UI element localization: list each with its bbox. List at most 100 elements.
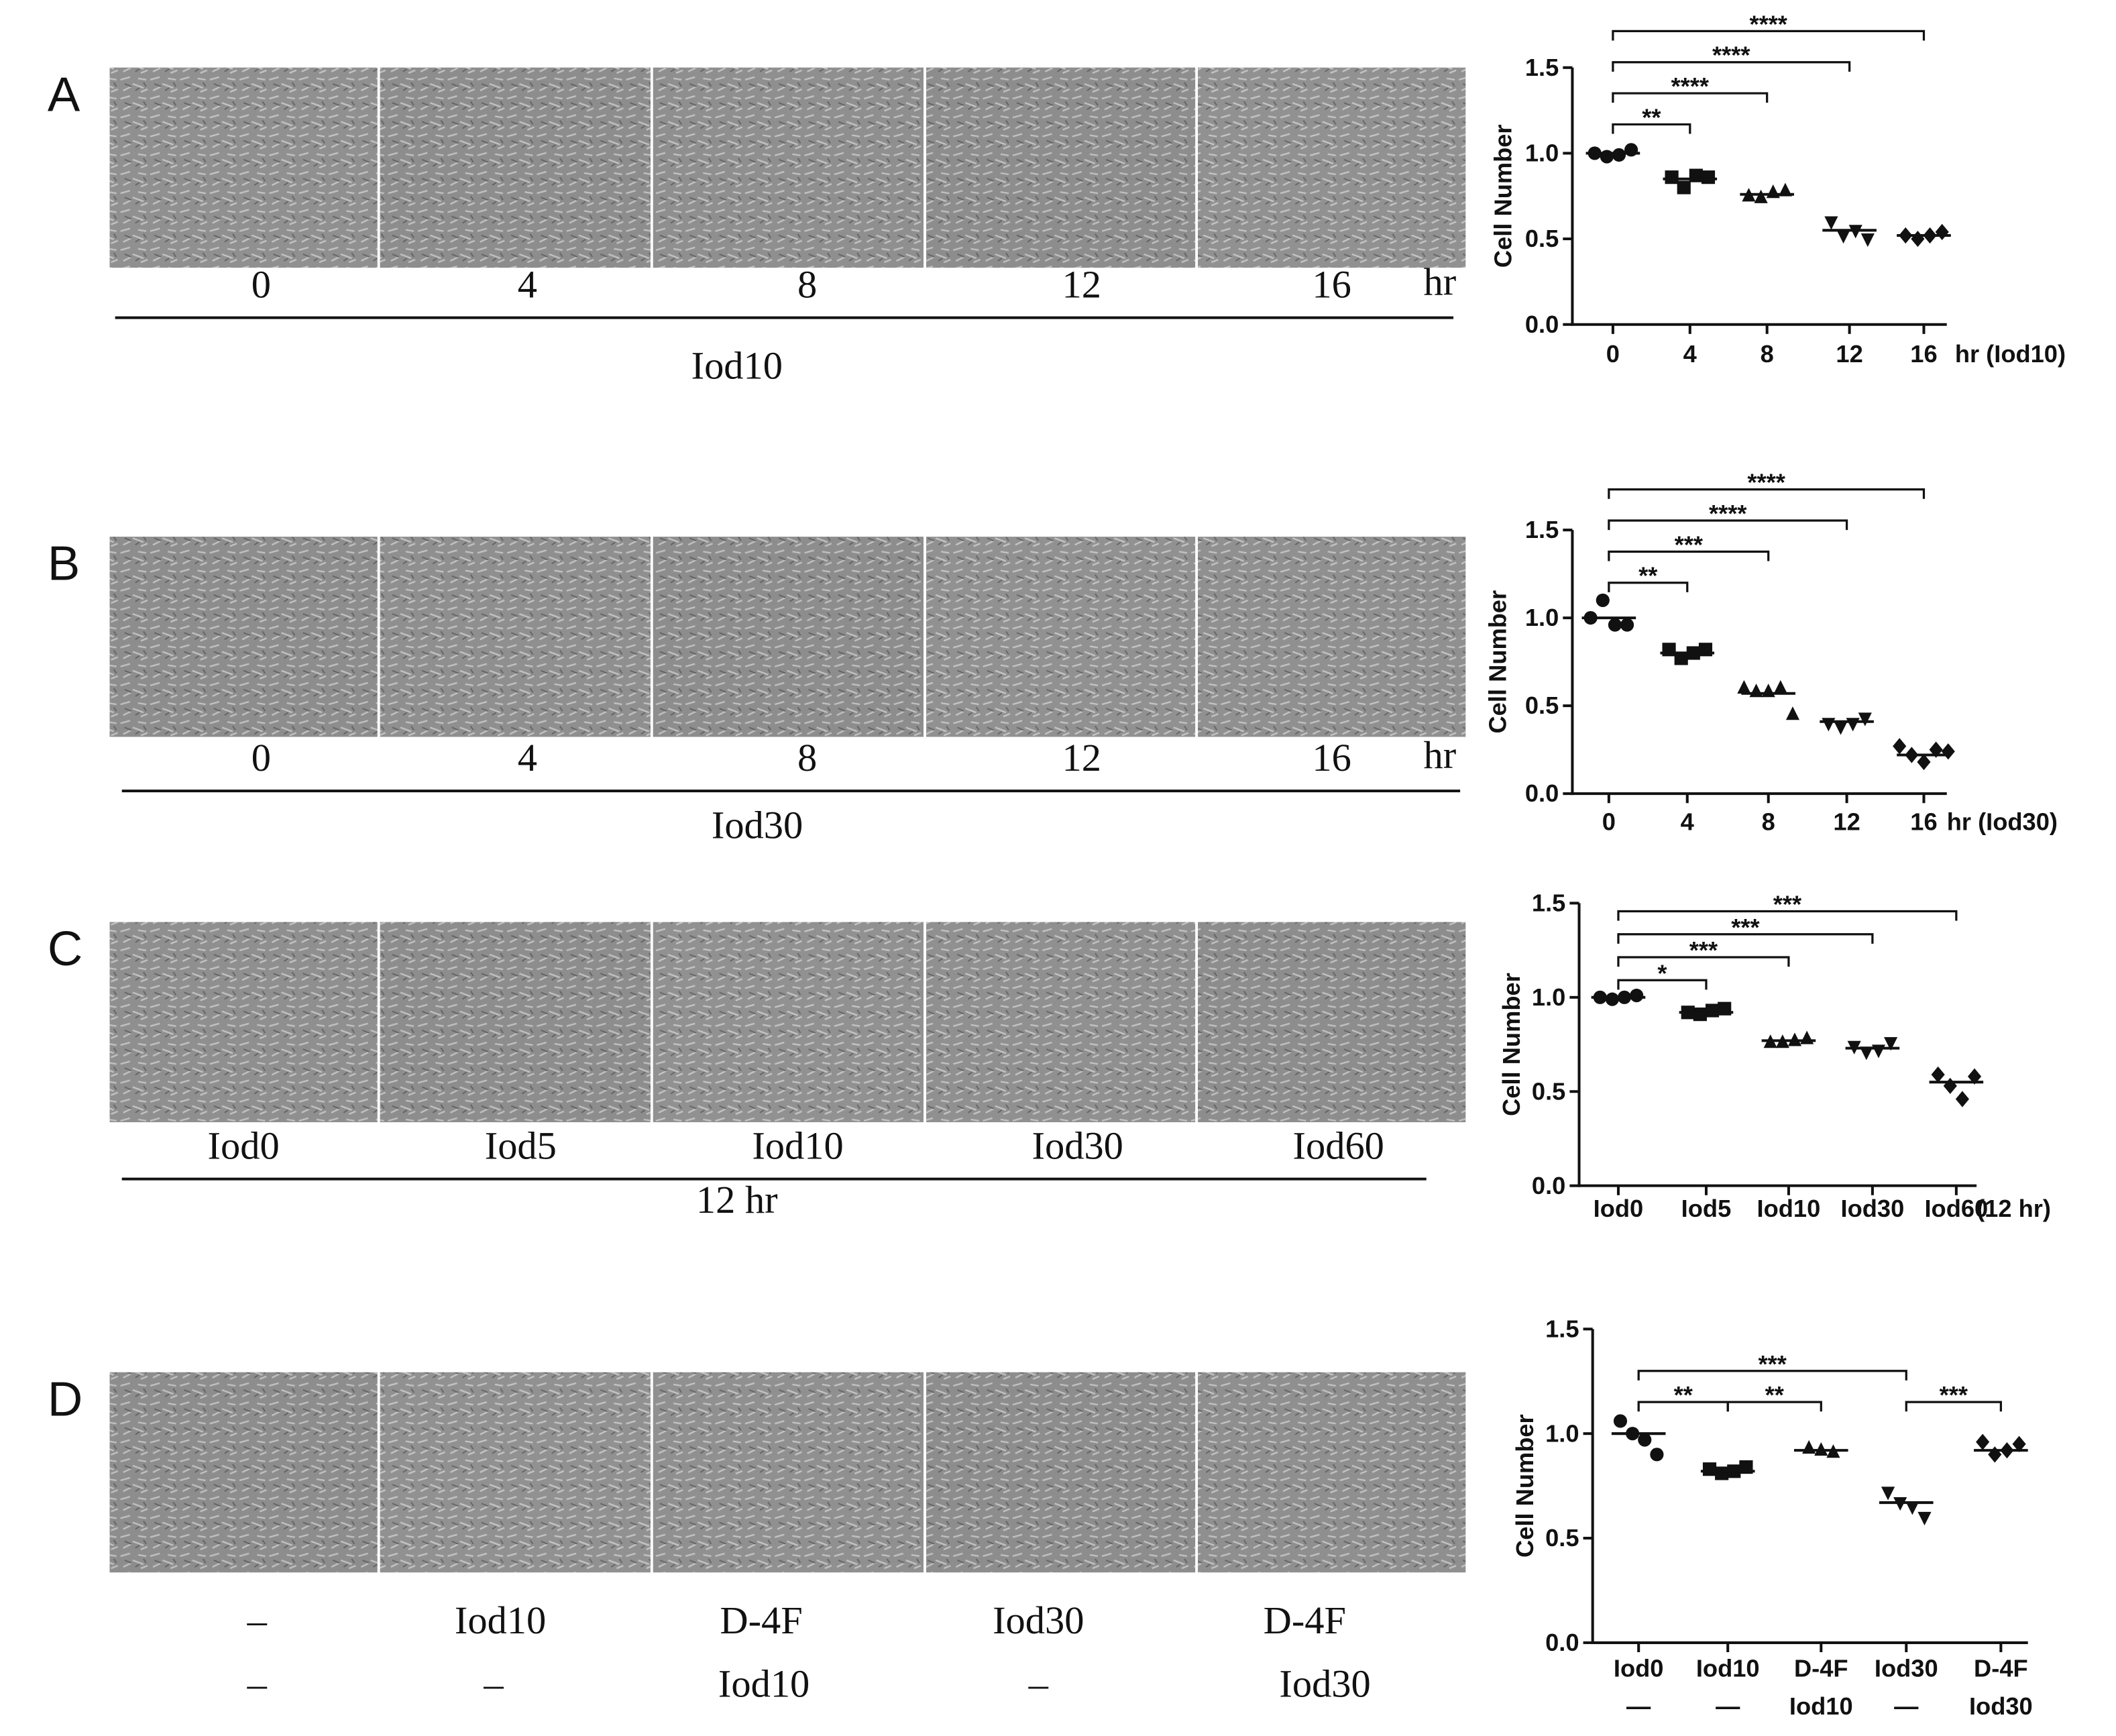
- image-label: 12: [1062, 262, 1101, 306]
- x-tick-label: 16: [1910, 340, 1937, 368]
- point: [1737, 680, 1751, 694]
- image-label: 16: [1312, 736, 1351, 779]
- point: [1943, 1077, 1957, 1094]
- image-label: –: [247, 1662, 268, 1706]
- panel-letter: C: [48, 922, 82, 976]
- micrograph-texture: [1198, 922, 1466, 1122]
- y-tick-label: 0.0: [1525, 311, 1559, 338]
- point: [1931, 1066, 1945, 1083]
- x-axis-label: hr (Iod30): [1947, 808, 2058, 836]
- significance-bracket: [1617, 933, 1874, 944]
- significance-bracket: [1608, 488, 1926, 499]
- significance-bracket: [1612, 61, 1851, 72]
- micrograph-texture: [380, 537, 651, 737]
- x-tick-label: 0: [1602, 808, 1616, 836]
- point: [1976, 1433, 1990, 1450]
- significance-bracket: [1617, 956, 1790, 967]
- point: [1911, 230, 1925, 248]
- image-label: Iod10: [752, 1124, 843, 1167]
- point: [1705, 1003, 1720, 1018]
- image-label: 4: [518, 262, 537, 306]
- point: [1674, 651, 1688, 665]
- image-label: Iod10: [455, 1598, 546, 1642]
- y-tick-label: 0.5: [1532, 1077, 1565, 1105]
- y-axis-label: Cell Number: [1484, 590, 1512, 734]
- significance-label: ****: [1671, 72, 1710, 100]
- image-label: Iod5: [485, 1124, 557, 1167]
- x-tick-label: Iod30: [1841, 1195, 1905, 1222]
- point: [1773, 680, 1787, 694]
- point: [1638, 1433, 1652, 1447]
- point: [1836, 229, 1850, 244]
- x-tick-label: Iod5: [1681, 1195, 1732, 1222]
- micrograph-texture: [926, 1372, 1196, 1573]
- point: [1613, 1414, 1628, 1428]
- point: [1800, 1030, 1814, 1044]
- group-label: 12 hr: [696, 1178, 778, 1222]
- y-tick-label: 1.5: [1525, 54, 1559, 81]
- image-label: Iod30: [1032, 1124, 1123, 1167]
- significance-label: **: [1765, 1381, 1785, 1409]
- y-tick-label: 1.0: [1525, 604, 1559, 631]
- image-label: 4: [518, 736, 537, 779]
- image-label: 8: [797, 736, 817, 779]
- significance-bracket: [1617, 910, 1958, 921]
- point: [1955, 1091, 1969, 1107]
- x-tick-label: 4: [1681, 808, 1694, 836]
- point: [1778, 182, 1792, 197]
- point: [1693, 1008, 1707, 1022]
- group-label: Iod10: [691, 343, 783, 387]
- x-tick-label: Iod0: [1614, 1654, 1664, 1682]
- y-tick-label: 0.5: [1545, 1524, 1579, 1552]
- micrograph-texture: [109, 922, 378, 1122]
- image-label: 16: [1312, 262, 1351, 306]
- image-label: D-4F: [1264, 1598, 1346, 1642]
- image-label: –: [247, 1598, 268, 1642]
- y-tick-label: 0.0: [1545, 1629, 1579, 1656]
- micrograph-texture: [380, 1372, 651, 1573]
- point: [1785, 706, 1800, 720]
- point: [1893, 738, 1907, 755]
- x-tick-label: D-4F: [1794, 1654, 1848, 1682]
- point: [1665, 170, 1679, 184]
- image-label: Iod0: [208, 1124, 280, 1167]
- unit-label: hr: [1424, 733, 1457, 777]
- micrograph-texture: [380, 922, 651, 1122]
- point: [1608, 618, 1622, 632]
- y-tick-label: 1.5: [1525, 516, 1559, 543]
- point: [1858, 712, 1872, 726]
- significance-label: ****: [1709, 500, 1747, 527]
- significance-bracket: [1726, 1401, 1822, 1412]
- point: [1988, 1446, 2002, 1463]
- x-tick-label: Iod10: [1757, 1195, 1821, 1222]
- x-tick-label: Iod30: [1969, 1692, 2033, 1720]
- significance-bracket: [1608, 582, 1689, 592]
- significance-label: ***: [1759, 1350, 1787, 1378]
- point: [1677, 180, 1691, 195]
- point: [1596, 593, 1610, 607]
- significance-label: ***: [1940, 1381, 1968, 1409]
- unit-label: hr: [1424, 260, 1457, 303]
- y-tick-label: 1.5: [1532, 889, 1565, 916]
- x-tick-label: D-4F: [1974, 1654, 2028, 1682]
- point: [1935, 223, 1949, 240]
- image-label: –: [483, 1662, 504, 1706]
- significance-bracket: [1905, 1401, 2002, 1412]
- image-label: 0: [252, 262, 271, 306]
- significance-bracket: [1612, 92, 1769, 103]
- y-tick-label: 1.5: [1545, 1315, 1579, 1342]
- significance-bracket: [1608, 519, 1848, 531]
- significance-bracket: [1617, 979, 1708, 990]
- image-label: Iod30: [993, 1598, 1084, 1642]
- point: [1846, 718, 1860, 732]
- point: [1754, 189, 1768, 203]
- micrograph-texture: [653, 1372, 924, 1573]
- significance-bracket: [1608, 550, 1770, 561]
- significance-bracket: [1612, 30, 1926, 41]
- x-tick-label: Iod30: [1875, 1654, 1938, 1682]
- point: [1881, 1486, 1895, 1501]
- x-tick-label: Iod60: [1924, 1195, 1988, 1222]
- image-label: 8: [797, 262, 817, 306]
- y-tick-label: 0.0: [1532, 1172, 1565, 1199]
- significance-label: *: [1657, 959, 1667, 987]
